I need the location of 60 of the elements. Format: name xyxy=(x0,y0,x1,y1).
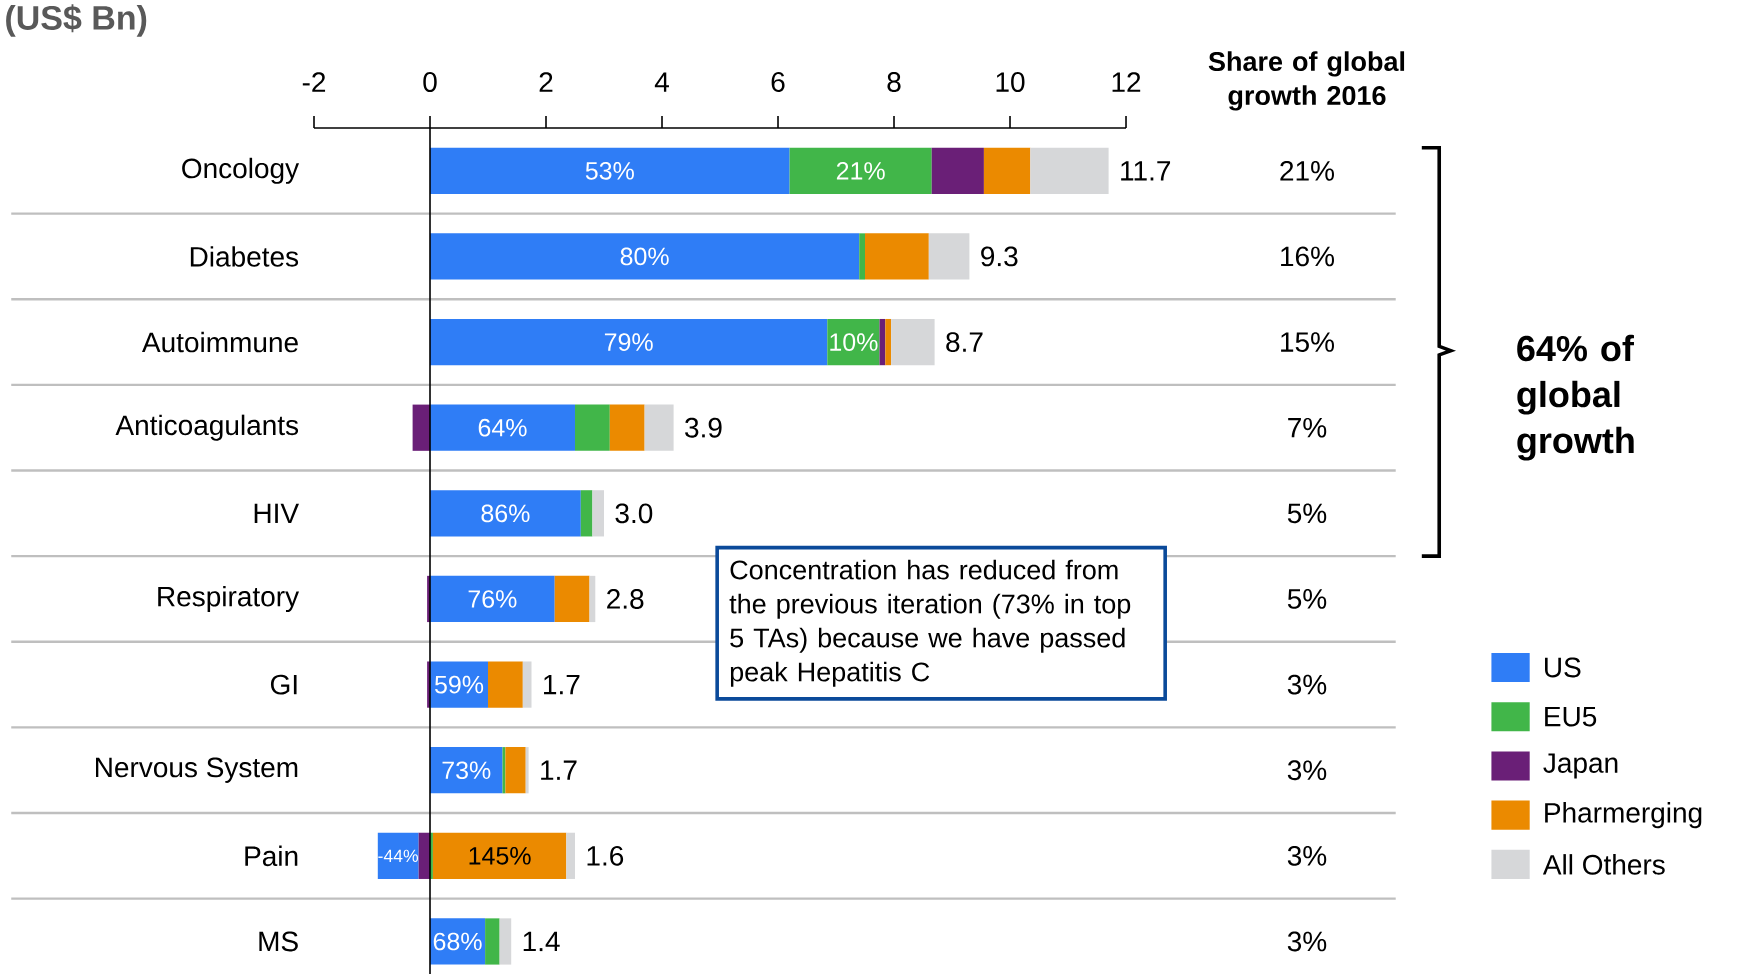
legend-label: EU5 xyxy=(1545,706,1597,727)
x-tick-label: 2 xyxy=(539,72,553,92)
text: 15% xyxy=(1281,332,1334,352)
total-label: 1.6 xyxy=(587,845,624,866)
total-label: 11.7 xyxy=(1121,161,1171,181)
total-label: 2.8 xyxy=(607,589,644,609)
legend-label: US xyxy=(1545,657,1581,678)
y-tick-label: Anticoagulants xyxy=(115,414,299,441)
x-tick-label: 4 xyxy=(654,72,669,92)
annotation: -44% xyxy=(378,849,419,862)
annotation: 79% xyxy=(604,333,653,351)
annotation: 73% xyxy=(442,761,491,780)
y-tick-label: Oncology xyxy=(182,157,300,184)
text: Share of global growth 2016 xyxy=(1208,51,1405,111)
annotation: 53% xyxy=(585,161,634,180)
legend-label: Pharmerging xyxy=(1545,802,1702,829)
y-tick-label: Pain xyxy=(245,845,298,867)
annotation: 21% xyxy=(836,162,885,180)
y-tick-label: GI xyxy=(270,674,297,695)
text: 7% xyxy=(1288,417,1327,438)
chart-title: (US$ Bn) xyxy=(6,4,147,37)
x-tick-label: 12 xyxy=(1112,72,1141,92)
text: 3% xyxy=(1287,845,1327,866)
annotation: 145% xyxy=(469,847,531,865)
total-label: 1.4 xyxy=(523,931,560,952)
y-tick-label: Nervous System xyxy=(96,757,298,783)
total-label: 3.9 xyxy=(685,417,722,438)
y-tick-label: Diabetes xyxy=(190,246,299,267)
annotation: 76% xyxy=(468,590,517,608)
x-tick-label: 8 xyxy=(887,72,901,92)
y-tick-label: HIV xyxy=(254,503,299,523)
legend-label: All Others xyxy=(1542,854,1665,875)
annotation: 59% xyxy=(434,675,484,694)
annotation: 68% xyxy=(433,932,482,951)
y-tick-label: Autoimmune xyxy=(141,331,298,353)
x-tick-label: -2 xyxy=(302,72,326,92)
x-tick-label: 0 xyxy=(423,72,437,92)
text: 3% xyxy=(1287,674,1327,695)
total-label: 3.0 xyxy=(615,503,653,524)
x-tick-label: 6 xyxy=(771,72,785,92)
annotation: 64% xyxy=(478,418,527,437)
y-tick-label: MS xyxy=(259,931,298,952)
legend-label: Japan xyxy=(1543,753,1618,779)
total-label: 1.7 xyxy=(541,760,577,780)
text: 5% xyxy=(1287,503,1327,524)
annotation: 80% xyxy=(620,247,669,266)
text: 64% of global growth xyxy=(1517,334,1634,461)
annotation: 86% xyxy=(481,504,530,523)
text: 16% xyxy=(1281,246,1334,267)
total-label: 9.3 xyxy=(981,246,1018,267)
total-label: 8.7 xyxy=(946,332,983,352)
total-label: 1.7 xyxy=(544,674,580,695)
text: 3% xyxy=(1287,931,1327,952)
text: 3% xyxy=(1287,760,1327,781)
annotation: Concentration has reduced from the previous iteration (73% in top 5 TAs) because we have passed peak Hepatitis C xyxy=(729,559,1131,687)
text: 21% xyxy=(1280,160,1334,181)
annotation: 10% xyxy=(830,333,878,351)
y-tick-label: Respiratory xyxy=(158,585,300,613)
text: 5% xyxy=(1287,589,1327,609)
x-tick-label: 10 xyxy=(996,72,1025,92)
